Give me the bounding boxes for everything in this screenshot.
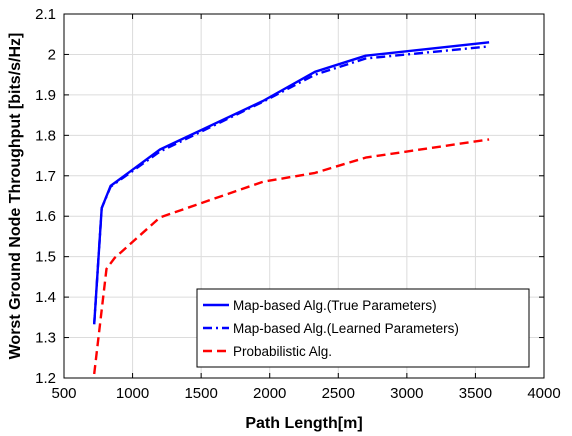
x-tick-label: 3500 <box>459 385 492 402</box>
y-tick-label: 1.7 <box>35 168 56 185</box>
x-tick-label: 4000 <box>527 385 560 402</box>
y-tick-label: 2 <box>48 46 56 63</box>
y-axis-label: Worst Ground Node Throughput [bits/s/Hz] <box>7 33 24 360</box>
axes-box <box>63 13 545 379</box>
x-axis-label: Path Length[m] <box>245 415 362 432</box>
series-lines <box>93 41 490 375</box>
series-line-1 <box>93 41 490 325</box>
y-tick-label: 1.2 <box>35 370 56 387</box>
y-tick-label: 1.4 <box>35 289 56 306</box>
y-tick-label: 1.6 <box>35 208 56 225</box>
series-line-3 <box>93 138 490 375</box>
legend-box <box>196 288 530 368</box>
x-tick-label: 3000 <box>390 385 423 402</box>
x-tick-label: 500 <box>51 385 76 402</box>
y-tick-label: 1.8 <box>35 127 56 144</box>
legend-label-3: Probabilistic Alg. <box>233 344 332 359</box>
series-line-2 <box>93 45 490 325</box>
y-tick-label: 1.3 <box>35 330 56 347</box>
ticks: 500 1000 1500 2000 2500 3000 3500 4000 1.2 1.3 1.4… <box>35 6 561 402</box>
x-tick-label: 1000 <box>116 385 149 402</box>
x-tick-label: 1500 <box>184 385 217 402</box>
legend-label-2: Map-based Alg.(Learned Parameters) <box>233 321 459 336</box>
y-tick-label: 1.9 <box>35 87 56 104</box>
x-tick-label: 2500 <box>322 385 355 402</box>
legend: Map-based Alg.(True Parameters) Map-based… <box>196 288 530 368</box>
legend-label-1: Map-based Alg.(True Parameters) <box>233 298 437 313</box>
x-tick-label: 2000 <box>253 385 286 402</box>
y-tick-label: 2.1 <box>35 6 56 23</box>
y-tick-label: 1.5 <box>35 249 56 266</box>
